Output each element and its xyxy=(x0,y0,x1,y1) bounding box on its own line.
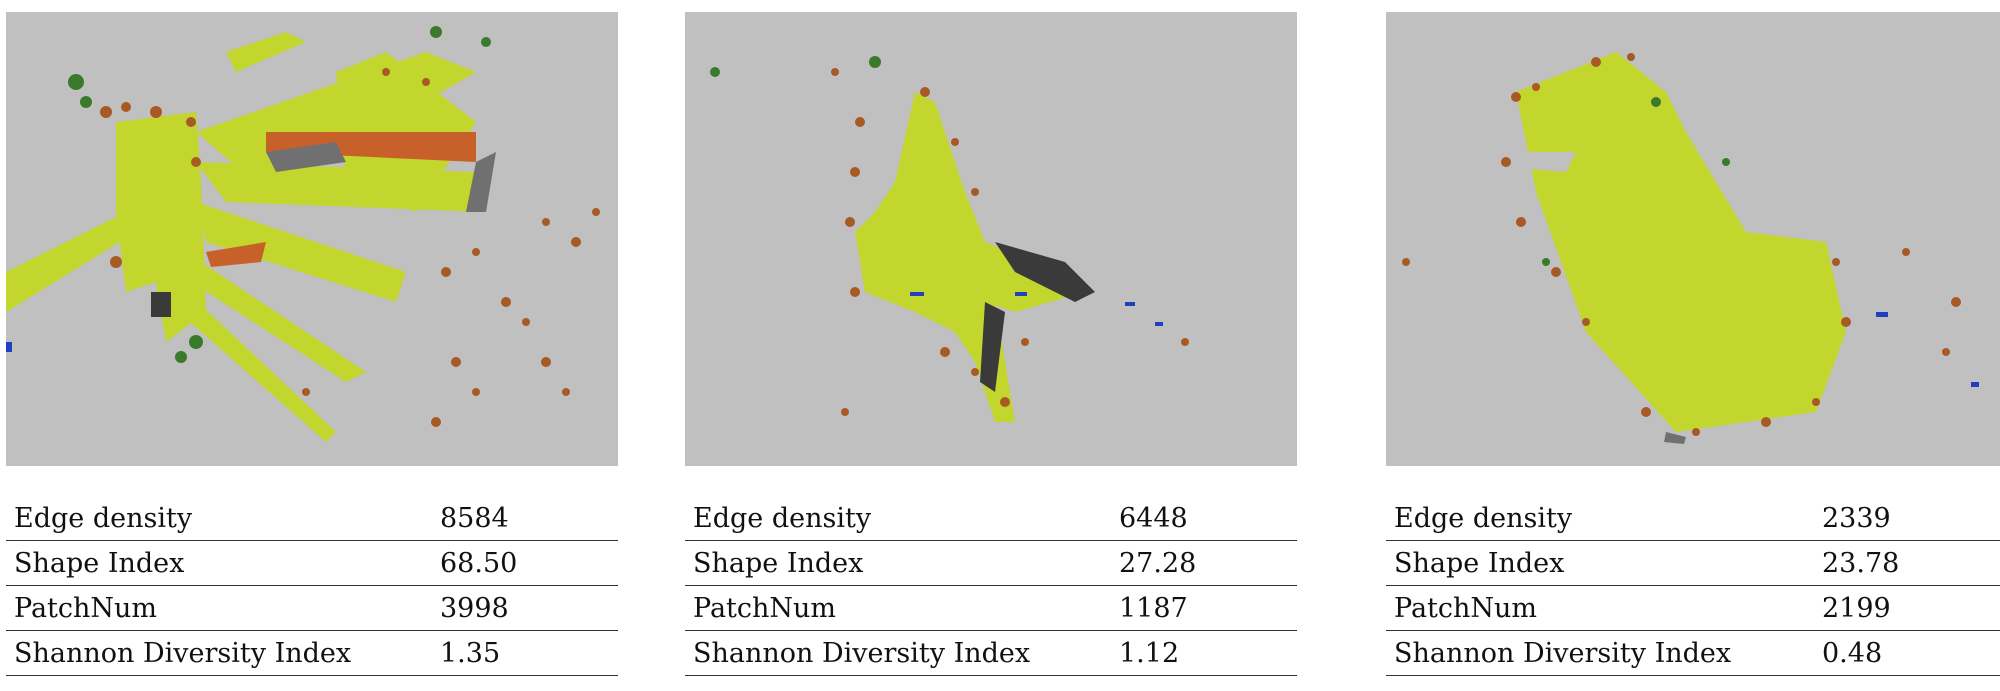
metric-label: Shape Index xyxy=(685,540,1111,586)
map-image-2 xyxy=(685,12,1297,466)
metric-label: PatchNum xyxy=(685,585,1111,631)
metric-label: Shape Index xyxy=(1386,540,1814,586)
metrics-table-2: Edge density 6448 Shape Index 27.28 Patc… xyxy=(685,496,1297,676)
map-image-3 xyxy=(1386,12,2000,466)
metric-label: Edge density xyxy=(685,496,1111,541)
table-row: Edge density 2339 xyxy=(1386,496,2000,541)
table-row: PatchNum 1187 xyxy=(685,585,1297,631)
metric-value: 1.12 xyxy=(1111,630,1297,676)
metrics-table-1: Edge density 8584 Shape Index 68.50 Patc… xyxy=(6,496,618,676)
metric-label: PatchNum xyxy=(6,585,432,631)
table-row: Shape Index 68.50 xyxy=(6,540,618,586)
metric-label: Edge density xyxy=(6,496,432,541)
metric-label: Shannon Diversity Index xyxy=(1386,630,1814,676)
metric-value: 1187 xyxy=(1111,585,1297,631)
metric-value: 3998 xyxy=(432,585,618,631)
metric-label: PatchNum xyxy=(1386,585,1814,631)
table-row: PatchNum 3998 xyxy=(6,585,618,631)
table-row: Shape Index 27.28 xyxy=(685,540,1297,586)
metric-value: 0.48 xyxy=(1814,630,2000,676)
metric-value: 6448 xyxy=(1111,496,1297,541)
table-row: PatchNum 2199 xyxy=(1386,585,2000,631)
metric-value: 27.28 xyxy=(1111,540,1297,586)
table-row: Shannon Diversity Index 1.35 xyxy=(6,630,618,676)
metric-value: 68.50 xyxy=(432,540,618,586)
table-row: Edge density 6448 xyxy=(685,496,1297,541)
table-row: Shape Index 23.78 xyxy=(1386,540,2000,586)
table-row: Edge density 8584 xyxy=(6,496,618,541)
metric-value: 8584 xyxy=(432,496,618,541)
metric-label: Shannon Diversity Index xyxy=(685,630,1111,676)
metric-value: 23.78 xyxy=(1814,540,2000,586)
metric-value: 2199 xyxy=(1814,585,2000,631)
metric-value: 2339 xyxy=(1814,496,2000,541)
metric-label: Shannon Diversity Index xyxy=(6,630,432,676)
map-image-1 xyxy=(6,12,618,466)
table-row: Shannon Diversity Index 1.12 xyxy=(685,630,1297,676)
metrics-table-3: Edge density 2339 Shape Index 23.78 Patc… xyxy=(1386,496,2000,676)
table-row: Shannon Diversity Index 0.48 xyxy=(1386,630,2000,676)
metric-value: 1.35 xyxy=(432,630,618,676)
metric-label: Edge density xyxy=(1386,496,1814,541)
metric-label: Shape Index xyxy=(6,540,432,586)
